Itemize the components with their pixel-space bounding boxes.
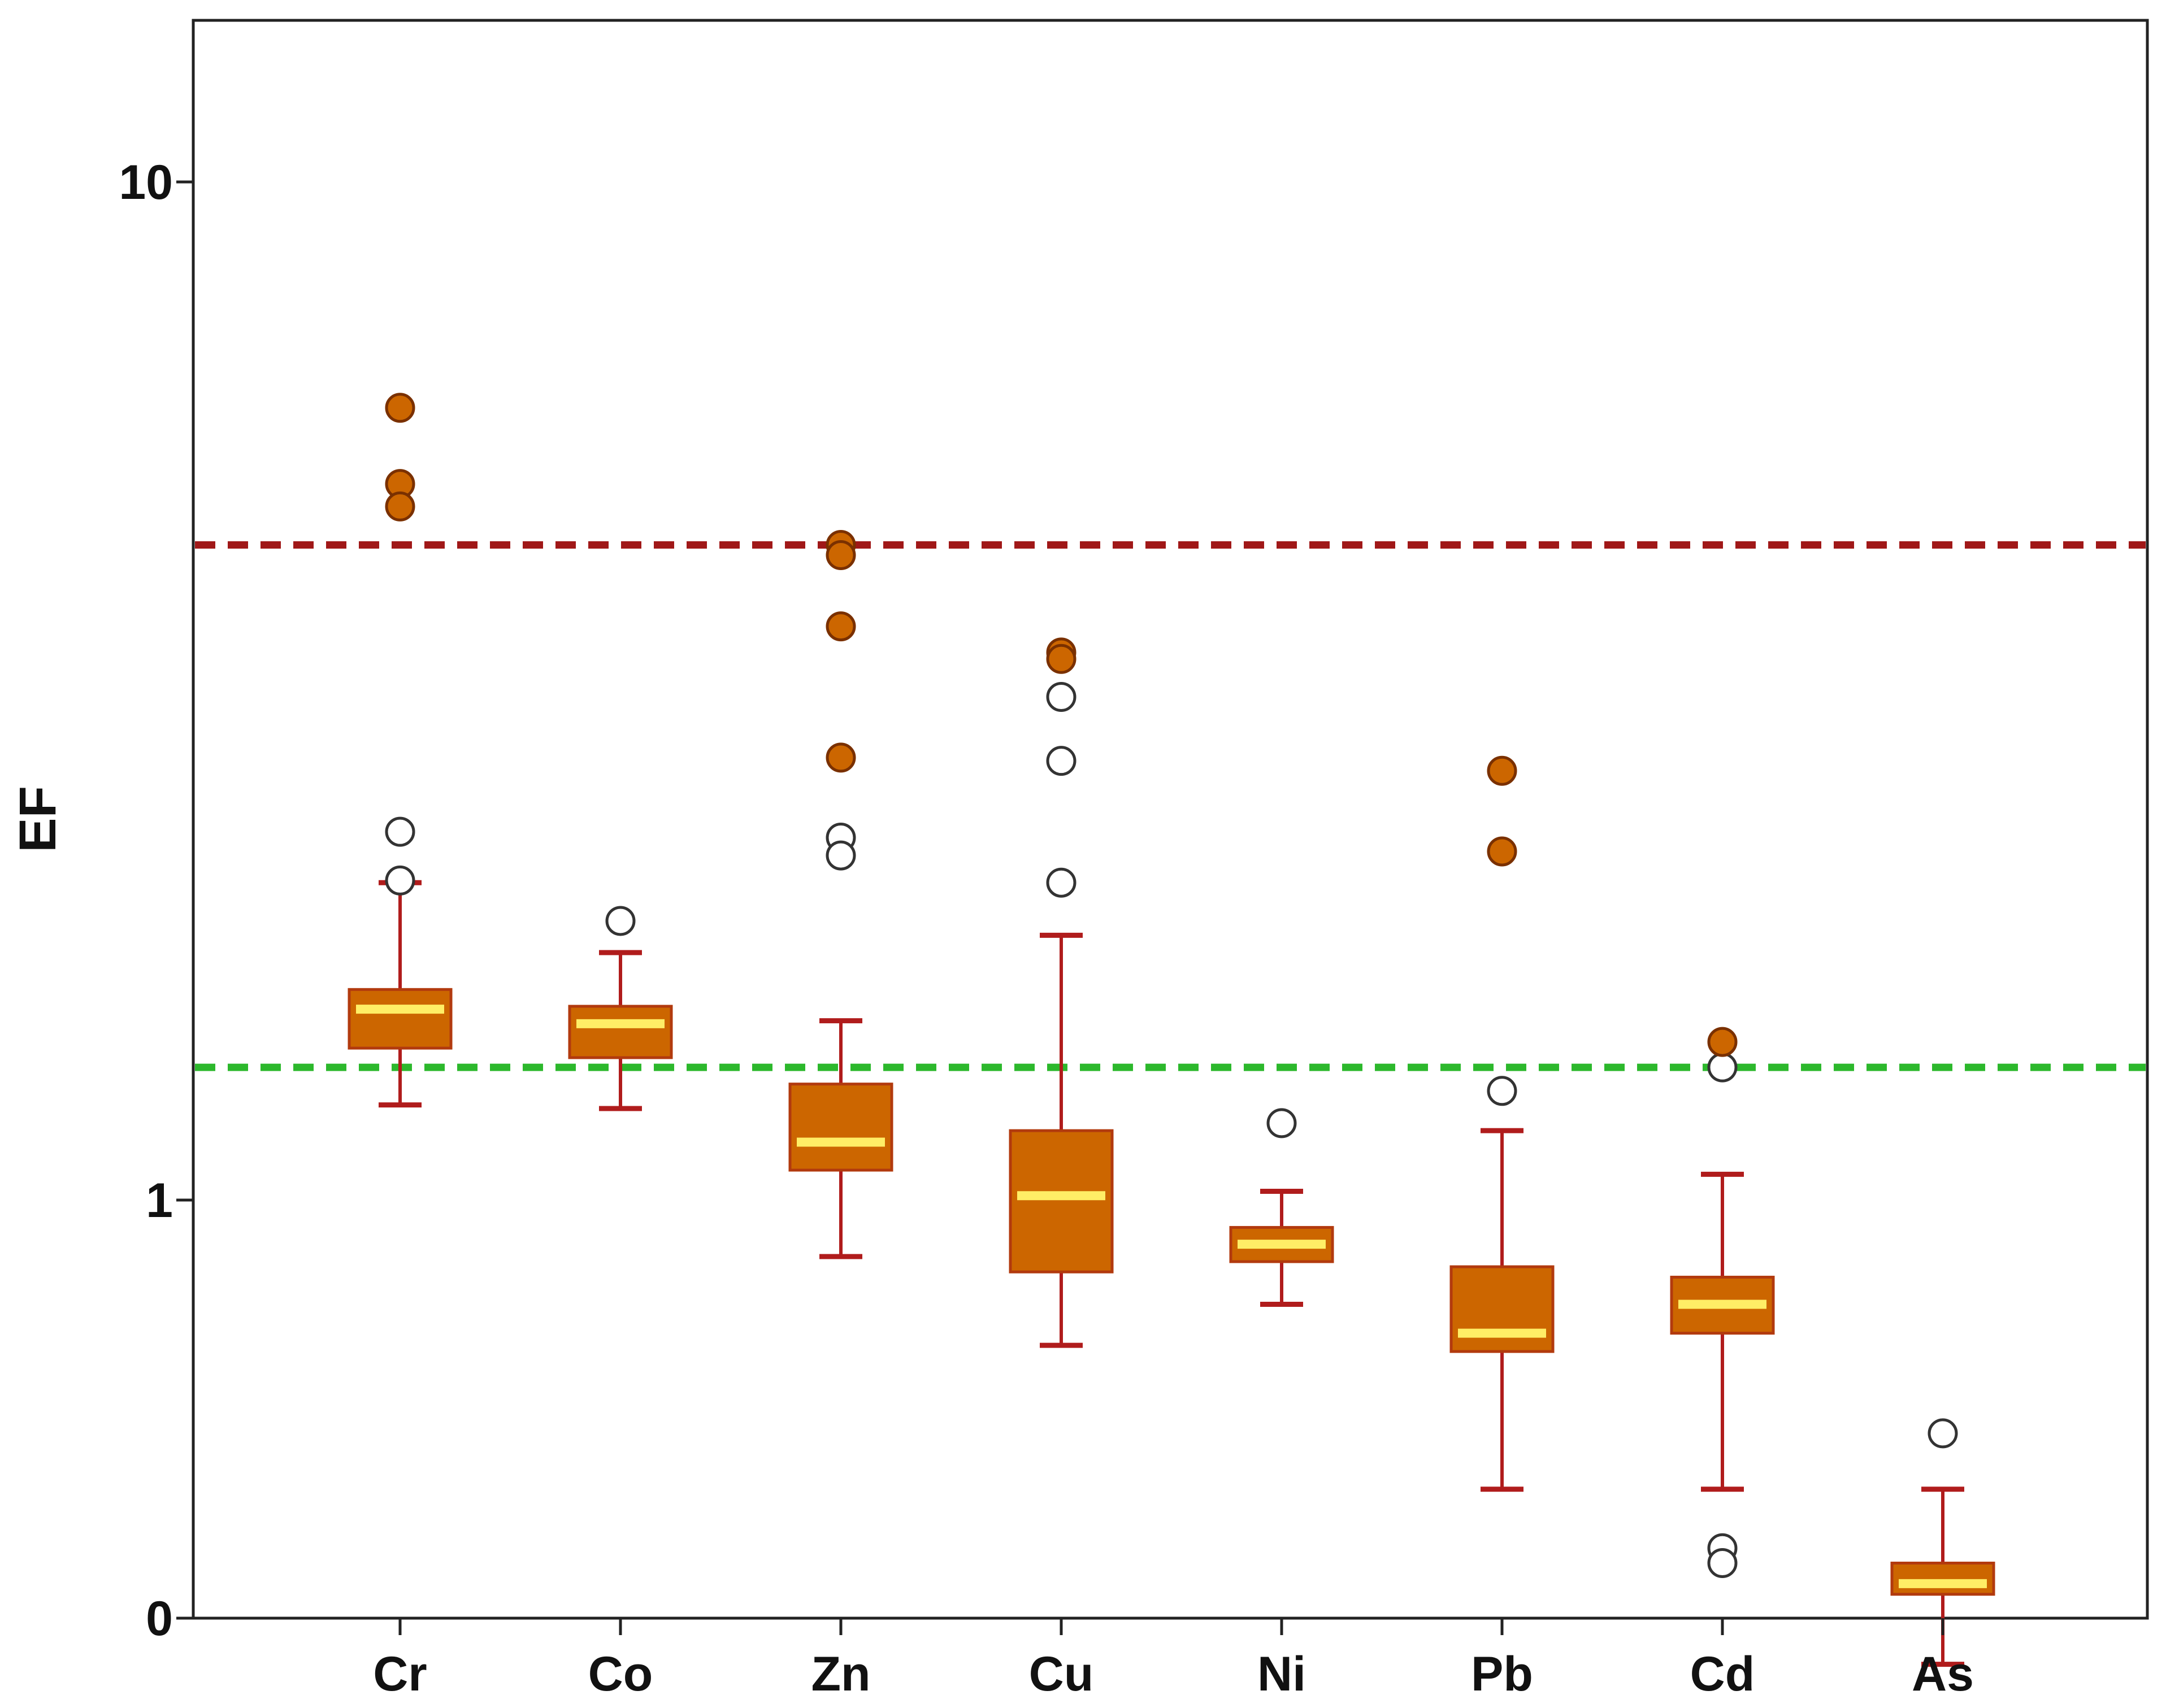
outlier-point-cu-1: [1046, 682, 1077, 712]
outlier-point-cd-3: [1707, 1548, 1738, 1578]
outlier-point-cd-1: [1707, 1052, 1738, 1083]
x-tick-label-cr: Cr: [373, 1647, 427, 1701]
x-tick-label-as: As: [1912, 1647, 1974, 1701]
box-group-zn: [788, 1018, 893, 1259]
x-tick-label-zn: Zn: [811, 1647, 870, 1701]
outlier-point-ni-1: [1266, 1108, 1297, 1138]
iqr-box-cr: [348, 988, 453, 1050]
extreme-point-zn-3: [826, 611, 856, 642]
iqr-box-co: [568, 1005, 673, 1059]
iqr-box-cu: [1009, 1129, 1114, 1274]
outlier-point-zn-2: [826, 840, 856, 871]
box-group-co: [568, 950, 673, 1111]
extreme-point-pb-1: [1487, 755, 1517, 786]
plot-area-frame: [192, 19, 2149, 1620]
extreme-point-cu-2: [1046, 644, 1077, 674]
outlier-point-cu-2: [1046, 746, 1077, 776]
outlier-point-cr-2: [385, 865, 415, 896]
extreme-point-zn-4: [826, 742, 856, 773]
extreme-point-zn-2: [826, 540, 856, 570]
iqr-box-zn: [788, 1083, 893, 1172]
box-series: [348, 880, 1995, 1667]
outlier-point-cu-3: [1046, 867, 1077, 898]
box-group-as: [1890, 1487, 1995, 1667]
extreme-point-cd-1: [1707, 1027, 1738, 1057]
iqr-box-as: [1890, 1561, 1995, 1596]
outlier-point-cr-1: [385, 816, 415, 847]
y-axis-label: EF: [9, 786, 67, 853]
x-tick-label-pb: Pb: [1471, 1647, 1533, 1701]
reference-lines: [195, 541, 2146, 1071]
iqr-box-pb: [1449, 1265, 1555, 1353]
x-tick-label-co: Co: [588, 1647, 653, 1701]
box-group-cd: [1670, 1171, 1775, 1492]
outlier-point-as-1: [1928, 1418, 1958, 1449]
extreme-point-cr-1: [385, 393, 415, 423]
x-tick-label-cd: Cd: [1690, 1647, 1755, 1701]
x-tick-label-ni: Ni: [1257, 1647, 1306, 1701]
y-tick-label-1: 1: [146, 1174, 173, 1228]
extreme-point-cr-3: [385, 491, 415, 521]
box-group-cr: [348, 880, 453, 1108]
box-group-ni: [1229, 1189, 1334, 1307]
y-tick-label-10: 10: [119, 155, 173, 210]
box-group-pb: [1449, 1128, 1555, 1492]
x-tick-label-cu: Cu: [1029, 1647, 1094, 1701]
outlier-point-co-1: [605, 906, 636, 936]
box-group-cu: [1009, 932, 1114, 1348]
extreme-point-pb-2: [1487, 836, 1517, 867]
outlier-points: [385, 393, 1958, 1578]
y-tick-label-0: 0: [146, 1592, 173, 1646]
outlier-point-pb-1: [1487, 1076, 1517, 1106]
